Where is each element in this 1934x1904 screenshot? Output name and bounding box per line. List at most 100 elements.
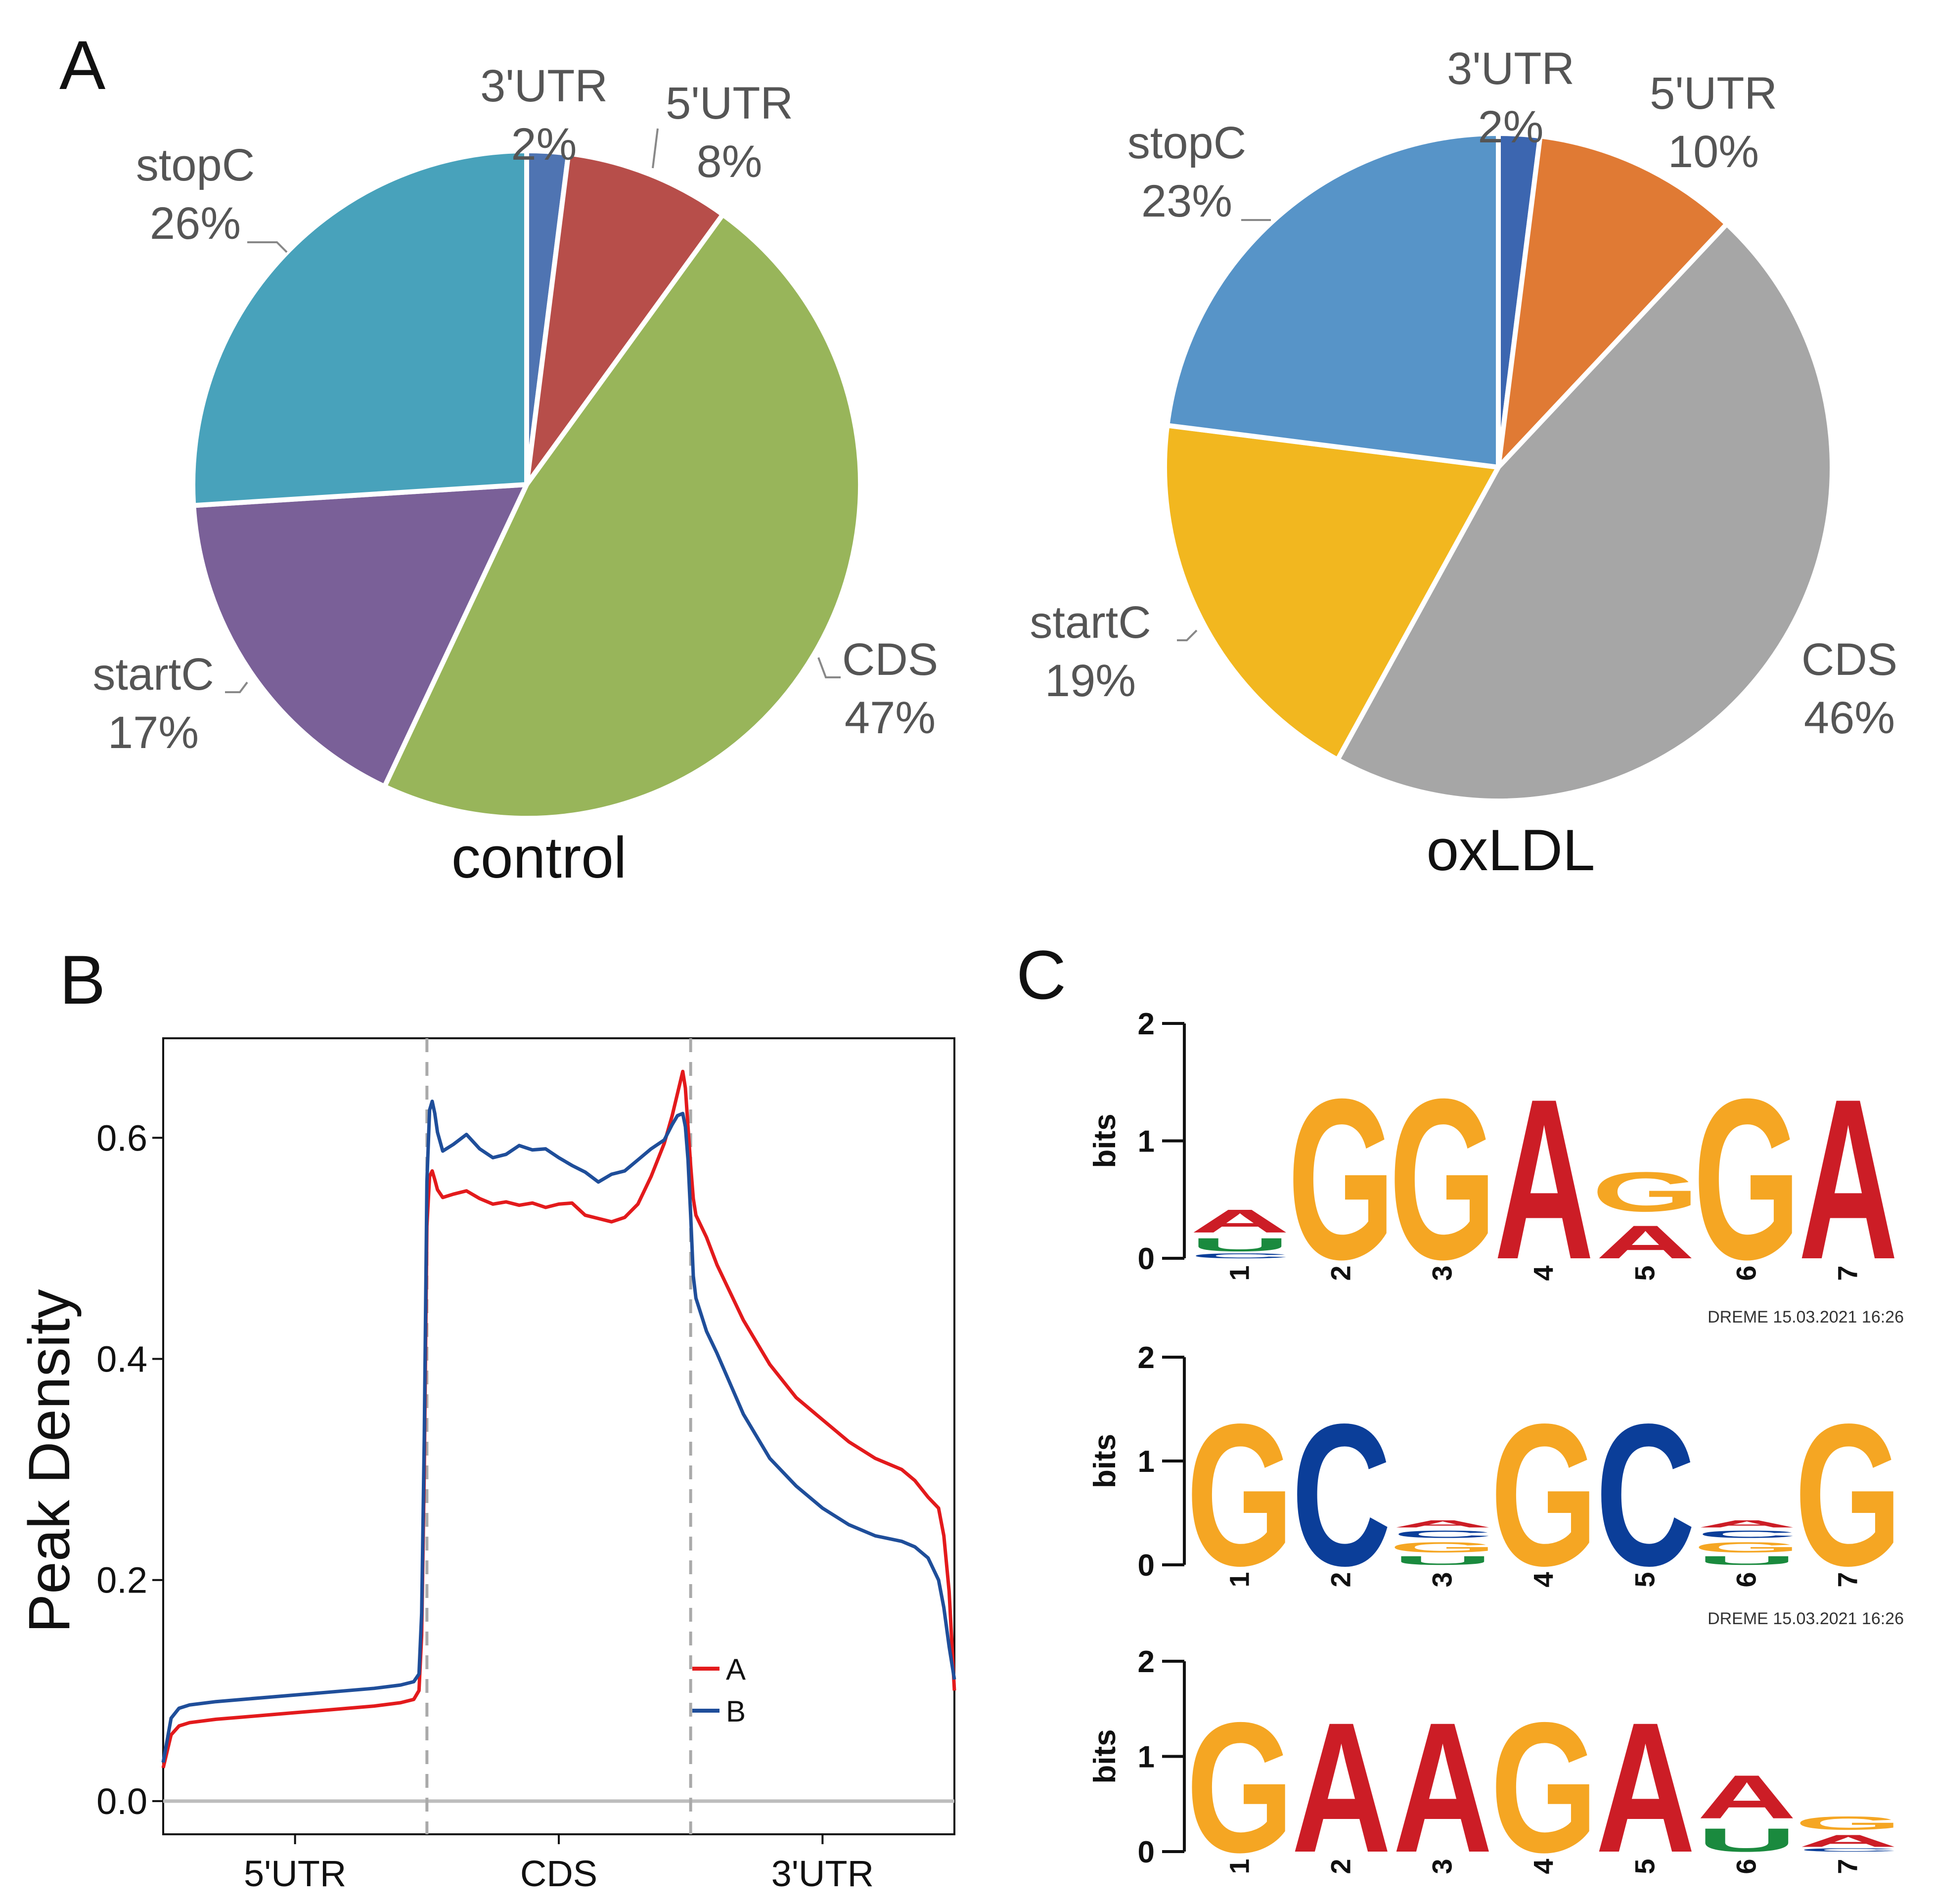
- logo-letter-a: A: [1494, 1052, 1594, 1307]
- pie-label-percent-5-utr: 10%: [1668, 127, 1759, 177]
- pie-slice-startc: [191, 482, 529, 789]
- pie-label-percent-startc: 17%: [108, 708, 199, 758]
- panel-letter-c: C: [1016, 936, 1066, 1014]
- pie-label-name-cds: CDS: [1801, 634, 1897, 685]
- pie-slice-cds: [1335, 221, 1835, 803]
- logo-position-label: 2: [1325, 1859, 1356, 1874]
- pie-slice-5-utr: [524, 151, 725, 487]
- logo-letter-g: G: [1490, 1382, 1598, 1608]
- logo-letter-c: C: [1190, 1252, 1290, 1260]
- pie-chart-oxldl: 3'UTR 2% 5'UTR 10% CDS 46% startC 19% stopC 23% ox…: [1030, 44, 1897, 883]
- logo-position-label: 7: [1832, 1265, 1863, 1281]
- y-tick-label: 0.4: [96, 1338, 147, 1379]
- y-tick-label: 0.0: [96, 1781, 147, 1822]
- x-region-label-3-utr: 3'UTR: [771, 1853, 874, 1894]
- dreme-timestamp: DREME 15.03.2021 16:26: [1708, 1308, 1904, 1327]
- logo-letter-a: A: [1697, 1762, 1797, 1831]
- logo-letter-c: C: [1292, 1382, 1392, 1608]
- logo-letter-u: U: [1697, 1553, 1797, 1567]
- pie-slice-cds: [382, 212, 863, 821]
- legend-label-a: A: [726, 1653, 746, 1686]
- logo-letter-c: C: [1596, 1382, 1696, 1608]
- logo-y-tick-label: 0: [1138, 1242, 1155, 1276]
- logo-letter-g: G: [1592, 1160, 1699, 1223]
- pie-label-name-3-utr: 3'UTR: [480, 61, 608, 111]
- logo-position-label: 1: [1224, 1572, 1255, 1587]
- x-region-label-5-utr: 5'UTR: [244, 1853, 346, 1894]
- logo-position-label: 4: [1528, 1572, 1559, 1587]
- logo-position-label: 4: [1528, 1265, 1559, 1281]
- logo-letter-a: A: [1799, 1052, 1898, 1307]
- pie-label-percent-startc: 19%: [1045, 656, 1136, 706]
- logo-letter-a: A: [1596, 1684, 1696, 1892]
- logo-position-label: 1: [1224, 1265, 1255, 1281]
- logo-y-tick-label: 1: [1138, 1740, 1155, 1774]
- pie-label-name-3-utr: 3'UTR: [1447, 44, 1574, 94]
- series-line-b: [161, 1100, 956, 1763]
- logo-letter-a: A: [1697, 1518, 1797, 1529]
- logo-letter-a: A: [1393, 1684, 1493, 1892]
- series-line-a: [161, 1069, 956, 1769]
- logo-letter-g: G: [1490, 1684, 1598, 1892]
- logo-y-tick-label: 2: [1138, 1341, 1155, 1375]
- y-tick-label: 0.6: [96, 1117, 147, 1158]
- pie-label-percent-cds: 47%: [845, 693, 936, 743]
- pie-label-percent-3-utr: 2%: [1478, 102, 1544, 152]
- logo-letter-g: G: [1389, 1052, 1496, 1307]
- logo-letter-a: A: [1799, 1831, 1898, 1851]
- logo-position-label: 3: [1427, 1572, 1458, 1587]
- logo-y-axis-title: bits: [1088, 1729, 1122, 1783]
- logo-position-label: 6: [1731, 1572, 1762, 1587]
- peak-density-line-chart: 0.0 0.2 0.4 0.6 5'UTR CDS 3'UTR Peak Density AB: [17, 1037, 956, 1894]
- logo-letter-a: A: [1292, 1684, 1392, 1892]
- logo-position-label: 5: [1629, 1572, 1661, 1587]
- logo-y-tick-label: 0: [1138, 1549, 1155, 1583]
- logo-letter-c: C: [1393, 1528, 1493, 1540]
- logo-letter-g: G: [1288, 1052, 1395, 1307]
- logo-letter-g: G: [1693, 1052, 1800, 1307]
- logo-letter-u: U: [1393, 1553, 1493, 1567]
- logo-letter-g: G: [1693, 1539, 1800, 1555]
- logo-y-tick-label: 2: [1138, 1007, 1155, 1041]
- pie-title: control: [451, 825, 627, 890]
- pie-label-leader: [1177, 629, 1198, 641]
- logo-position-label: 6: [1731, 1265, 1762, 1281]
- pie-slice-5-utr: [1496, 133, 1730, 470]
- pie-label-leader: [225, 681, 248, 693]
- logo-letter-g: G: [1795, 1382, 1902, 1608]
- logo-letter-c: C: [1697, 1528, 1797, 1540]
- logo-position-label: 1: [1224, 1859, 1255, 1874]
- dreme-timestamp: DREME 15.03.2021 16:26: [1708, 1609, 1904, 1628]
- pie-slice-stopc: [1165, 131, 1501, 470]
- logo-letter-g: G: [1186, 1684, 1294, 1892]
- pie-title: oxLDL: [1426, 818, 1595, 883]
- logo-position-label: 2: [1325, 1572, 1356, 1587]
- pie-label-name-startc: startC: [92, 649, 214, 700]
- logo-y-axis-title: bits: [1088, 1434, 1122, 1488]
- logo-y-tick-label: 0: [1138, 1835, 1155, 1869]
- logo-position-label: 3: [1427, 1859, 1458, 1874]
- pie-chart-control: 3'UTR 2% 5'UTR 8% CDS 47% startC 17% stopC 26% con…: [92, 61, 938, 890]
- logo-y-tick-label: 2: [1138, 1645, 1155, 1679]
- logo-y-tick-label: 1: [1138, 1445, 1155, 1479]
- panel-letter-a: A: [59, 26, 106, 104]
- logo-position-label: 3: [1427, 1265, 1458, 1281]
- panel-letter-b: B: [59, 941, 105, 1018]
- pie-label-leader: [652, 128, 659, 169]
- logo-letter-g: G: [1795, 1813, 1902, 1834]
- logo-position-label: 2: [1325, 1265, 1356, 1281]
- logo-letter-u: U: [1697, 1821, 1797, 1859]
- logo-letter-c: C: [1799, 1847, 1898, 1853]
- pie-label-percent-stopc: 26%: [150, 198, 241, 249]
- logo-position-label: 7: [1832, 1859, 1863, 1874]
- pie-label-leader: [247, 241, 288, 253]
- pie-label-percent-cds: 46%: [1804, 693, 1895, 743]
- logo-letter-u: U: [1190, 1235, 1290, 1255]
- logo-letter-g: G: [1186, 1382, 1294, 1608]
- logo-letter-a: A: [1596, 1216, 1696, 1268]
- logo-position-label: 4: [1528, 1859, 1559, 1874]
